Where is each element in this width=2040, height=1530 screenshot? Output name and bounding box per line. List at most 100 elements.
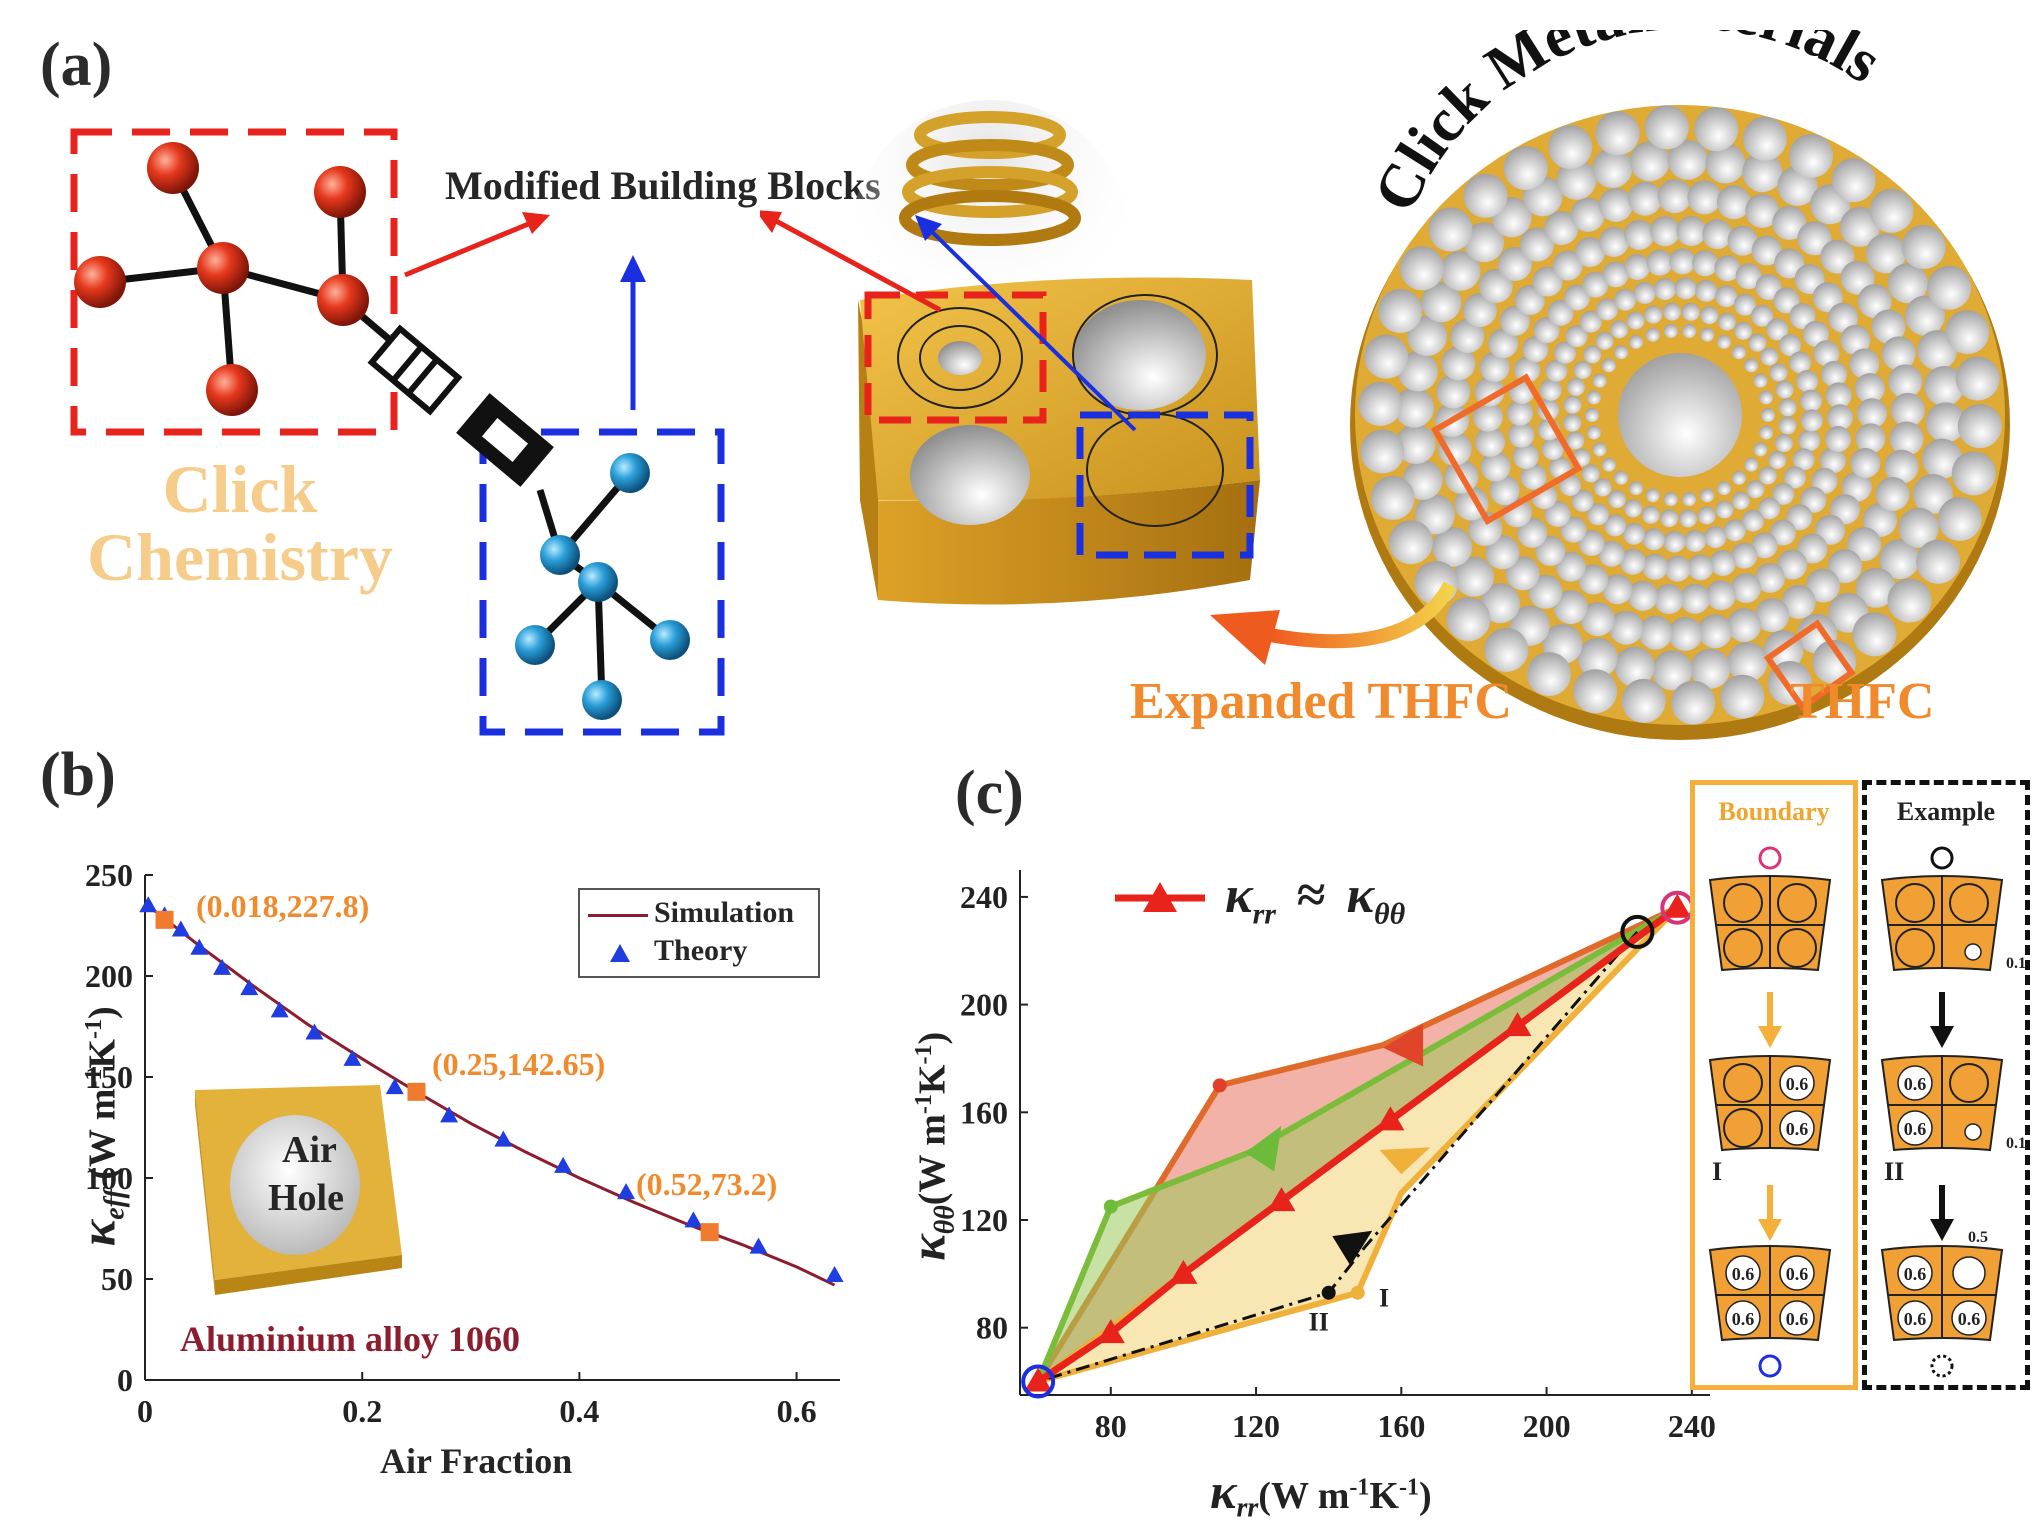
disk-hole (1912, 473, 1953, 514)
disk-hole (1778, 398, 1797, 417)
disk-hole (1563, 413, 1582, 432)
disk-hole (1629, 141, 1670, 182)
disk-hole (1526, 652, 1571, 697)
disk-hole (1573, 669, 1618, 714)
disk-hole (1916, 539, 1961, 584)
disk-hole (1715, 500, 1734, 519)
disk-hole (1364, 334, 1409, 379)
svg-text:0.6: 0.6 (1786, 1309, 1809, 1329)
example-cell-2: 0.6 0.6 (1880, 1055, 2004, 1152)
disk-hole (1745, 193, 1780, 228)
disk-hole (1774, 248, 1805, 279)
disk-hole (1627, 181, 1662, 216)
example-dot (1321, 1285, 1336, 1300)
disk-hole (1690, 648, 1731, 689)
region-corner-dot (1350, 1285, 1365, 1300)
disk-hole (1731, 470, 1746, 485)
legend-theory-label: Theory (654, 934, 748, 967)
disk-hole (1553, 590, 1588, 625)
chart-c-ytick-label: 240 (960, 879, 1008, 915)
chart-c-xtick-label: 160 (1377, 1408, 1425, 1444)
disk-hole (1847, 527, 1882, 562)
legend-approx: ≈ (1296, 867, 1326, 924)
chart-b-ytick-label: 200 (85, 958, 133, 994)
disk-hole (1598, 187, 1633, 222)
approx-triangle (1096, 1319, 1125, 1344)
disk-hole (1855, 423, 1886, 454)
disk-hole (1694, 107, 1739, 152)
disk-hole (1563, 395, 1582, 414)
disk-hole (1924, 365, 1965, 406)
disk-hole (1769, 363, 1788, 382)
disk-hole (1857, 284, 1892, 319)
disk-hole (1797, 533, 1828, 564)
theory-point (749, 1237, 768, 1254)
click-title-line2: Chemistry (87, 519, 393, 595)
disk-hole (1716, 185, 1751, 220)
disk-hole (1759, 390, 1774, 405)
xlabel-k: K (1369, 1475, 1399, 1517)
chart-b-legend: Simulation Theory (578, 888, 820, 978)
disk-hole (1744, 358, 1759, 373)
disk-hole (1717, 312, 1736, 331)
thfc-marker (1763, 619, 1856, 712)
disk-hole (1619, 548, 1646, 575)
disk-hole (1595, 331, 1614, 350)
disk-hole (1514, 356, 1541, 383)
disk-hole (1475, 426, 1506, 457)
disk-hole (1657, 179, 1692, 214)
chart-c-ytick-label: 120 (960, 1202, 1008, 1238)
panel-b-label: (b) (40, 741, 116, 809)
example-cell-3-value: 0.5 (1968, 1229, 1988, 1246)
disk-hole (1664, 555, 1691, 582)
disk-hole (1556, 159, 1597, 200)
disk-hole (1957, 404, 2002, 449)
disk-hole (1621, 678, 1666, 723)
disk-hole (1717, 481, 1731, 496)
disk-hole (1586, 503, 1609, 526)
disk-hole (1705, 580, 1736, 611)
disk-hole (1890, 392, 1925, 427)
disk-hole (1700, 488, 1715, 503)
disk-hole (1811, 467, 1838, 494)
chart-b-xtick-label: 0 (137, 1393, 153, 1429)
disk-hole (1731, 542, 1758, 569)
disk-hole (1774, 434, 1793, 453)
disk-hole (1682, 323, 1697, 338)
disk-hole (1746, 480, 1765, 499)
disk-hole (1841, 471, 1872, 502)
disk-hole (1601, 457, 1616, 472)
annotation-2: (0.25,142.65) (432, 1046, 606, 1082)
disk-hole (1592, 148, 1633, 189)
disk-hole (1682, 492, 1697, 507)
approx-triangle (1663, 893, 1692, 918)
cells-group: 0.60.6I0.6 0.60.6 0.60.10.60.6II0.10.50.60… (1708, 846, 2026, 1378)
disk-hole (1480, 451, 1511, 482)
annotation-marker (407, 1082, 426, 1101)
disk-hole (1358, 381, 1403, 426)
example-bottom-circle (1930, 1354, 1954, 1378)
legend-equation: κrr ≈ κθθ (1225, 866, 1405, 931)
disk-hole (1614, 470, 1629, 485)
disk-hole (1462, 293, 1497, 328)
disk-hole (1485, 535, 1520, 570)
disk-hole (1723, 519, 1746, 542)
disk-hole (1751, 304, 1774, 327)
disk-hole (1945, 310, 1990, 355)
disk-hole (1544, 500, 1571, 527)
disk-hole (1901, 225, 1946, 270)
disk-hole (1733, 293, 1756, 316)
disk-hole (1679, 583, 1710, 614)
disk-hole (1484, 627, 1529, 672)
disk-hole (1684, 529, 1707, 552)
chart-c-xtick-label: 240 (1668, 1408, 1716, 1444)
disk-hole (1642, 528, 1665, 551)
disk-hole (1662, 302, 1681, 321)
disk-hole (1849, 348, 1880, 379)
legend-theory-marker (610, 944, 630, 962)
theory-point (617, 1183, 636, 1200)
disk-hole (1798, 429, 1821, 452)
disk-hole (1786, 504, 1813, 531)
chart-b-ytick-label: 150 (85, 1059, 133, 1095)
cell-sequence-diagrams: 0.60.6I0.6 0.60.6 0.60.10.60.6II0.10.50.60… (1708, 846, 2026, 1378)
